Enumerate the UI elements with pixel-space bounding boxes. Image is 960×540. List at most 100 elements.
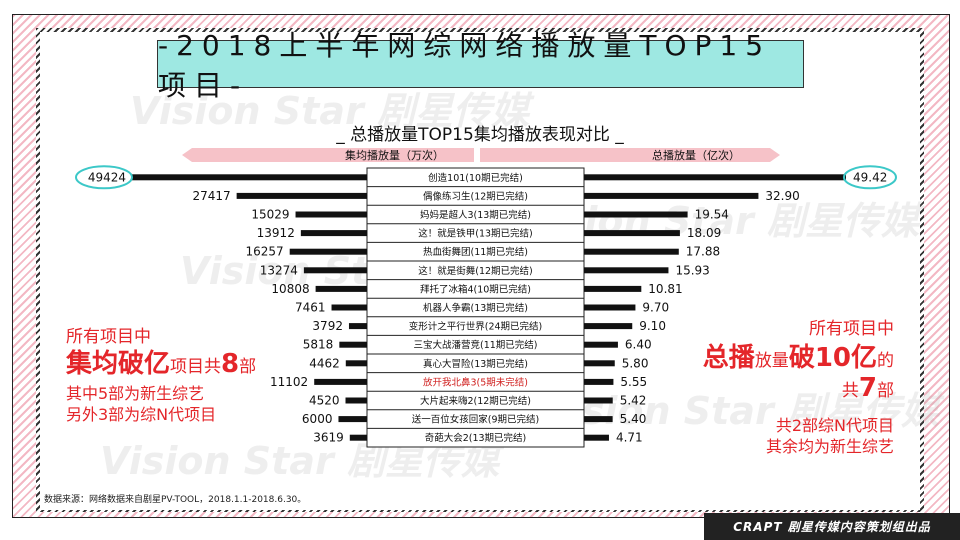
category-label: 偶像练习生(12期已完结) (423, 190, 528, 202)
bar-left (348, 323, 367, 330)
category-label: 放开我北鼻3(5期未完结) (423, 376, 528, 388)
bar-right-value-label: 10.81 (648, 282, 682, 296)
left-annotation-line1: 所有项目中 (66, 327, 151, 347)
category-label: 三宝大战潘营竞(11期已完结) (413, 339, 537, 351)
category-label: 真心大冒险(13期已完结) (423, 358, 528, 370)
category-label: 妈妈是超人3(13期已完结) (420, 209, 531, 221)
bar-left (289, 248, 367, 255)
bar-right-value-label: 18.09 (687, 226, 721, 240)
data-source-note: 数据来源：网络数据来自剧星PV-TOOL，2018.1.1-2018.6.30。 (44, 495, 307, 505)
category-label: 这！就是铁甲(13期已完结) (418, 228, 533, 240)
bar-right (584, 211, 688, 218)
left-annotation-line3: 其中5部为新生综艺 (66, 384, 205, 403)
bar-left-value-label: 5818 (303, 338, 334, 352)
bar-left-value-label: 15029 (251, 208, 289, 222)
bar-left (314, 378, 367, 385)
chart-title: _ 总播放量TOP15集均播放表现对比 _ (336, 125, 624, 145)
bar-left-value-label: 6000 (302, 412, 333, 426)
bar-right-value-label: 6.40 (625, 338, 652, 352)
right-annotation-tail3: 部 (877, 381, 894, 401)
bar-left (349, 434, 367, 441)
bar-right-value-label: 5.40 (620, 412, 647, 426)
bar-right (584, 230, 680, 237)
right-annotation-line3: 共7部 (842, 373, 894, 403)
bar-left (132, 174, 367, 181)
bar-left-value-label: 49424 (88, 170, 126, 184)
bar-left (345, 397, 367, 404)
left-annotation-big: 集均破亿 (66, 349, 171, 379)
bar-left (236, 192, 367, 199)
left-annotation-num: 8 (221, 349, 240, 379)
bar-right (584, 341, 618, 348)
bar-right (584, 323, 633, 330)
category-label: 拜托了冰箱4(10期已完结) (420, 283, 531, 295)
bar-left (345, 360, 367, 367)
bar-right (584, 360, 615, 367)
bar-right (584, 285, 642, 292)
bar-left (315, 285, 367, 292)
bar-right (584, 434, 609, 441)
bar-left-value-label: 11102 (270, 375, 308, 389)
right-annotation-pre: 共 (841, 381, 859, 401)
bar-right (584, 192, 759, 199)
bar-right-value-label: 9.70 (642, 301, 669, 315)
right-annotation-tail: 的 (877, 351, 894, 371)
bar-left (295, 211, 367, 218)
bar-left-value-label: 13274 (260, 263, 298, 277)
category-box (366, 167, 585, 448)
legend-left-series: 集均播放量（万次） (182, 148, 474, 162)
category-label: 机器人争霸(13期已完结) (423, 302, 528, 314)
bar-left-value-label: 10808 (271, 282, 309, 296)
category-label: 创造101(10期已完结) (428, 172, 523, 184)
bar-right-value-label: 17.88 (686, 245, 720, 259)
highlight-ellipse-right (843, 165, 897, 190)
right-annotation-big2: 破10亿 (788, 343, 877, 373)
right-annotation-line5: 其余均为新生综艺 (765, 437, 894, 456)
right-annotation-big1: 总播 (702, 343, 755, 373)
right-annotation-line2: 总播放量破10亿的 (703, 337, 894, 374)
bar-right-value-label: 5.42 (620, 394, 647, 408)
bar-right (584, 378, 614, 385)
bar-left (331, 304, 367, 311)
left-annotation-line4: 另外3部为综N代项目 (66, 405, 217, 424)
bar-left-value-label: 16257 (246, 245, 284, 259)
right-annotation-line1: 所有项目中 (809, 319, 894, 339)
bar-right (584, 267, 669, 274)
bar-right-value-label: 15.93 (675, 263, 709, 277)
bar-left-value-label: 27417 (192, 189, 230, 203)
bar-left (303, 267, 367, 274)
right-annotation-small: 放量 (754, 351, 789, 371)
page-title: -2018上半年网综网络播放量TOP15项目- (157, 29, 804, 102)
right-annotation-num: 7 (858, 373, 877, 403)
bar-right-value-label: 19.54 (695, 208, 729, 222)
legend-left-label: 集均播放量（万次） (345, 149, 444, 162)
bar-left-value-label: 4520 (309, 394, 340, 408)
brand-footer: CRAPT 剧星传媒内容策划组出品 (704, 513, 960, 540)
bar-left (339, 341, 367, 348)
bar-left-value-label: 13912 (257, 226, 295, 240)
right-annotation-line4: 共2部综N代项目 (775, 416, 894, 435)
bar-right (584, 174, 846, 181)
bar-right-value-label: 4.71 (616, 431, 643, 445)
bar-right (584, 397, 613, 404)
category-label: 送一百位女孩回家(9期已完结) (412, 414, 539, 426)
bar-right-value-label: 5.80 (622, 356, 649, 370)
bar-left-value-label: 3619 (313, 431, 344, 445)
bar-left (300, 230, 367, 237)
bar-right (584, 304, 636, 311)
category-label: 奇葩大会2(13期已完结) (425, 432, 527, 444)
bar-right-value-label: 32.90 (765, 189, 799, 203)
left-annotation-tail: 部 (239, 357, 257, 377)
bar-left-value-label: 7461 (295, 301, 326, 315)
left-annotation-small: 项目共 (170, 357, 222, 377)
bar-left-value-label: 3792 (312, 319, 343, 333)
bar-right (584, 248, 679, 255)
bar-right-value-label: 5.55 (620, 375, 647, 389)
category-label: 热血街舞团(11期已完结) (423, 246, 528, 258)
bar-left (338, 416, 367, 423)
bar-right-value-label: 49.42 (853, 170, 887, 184)
category-label: 变形计之平行世界(24期已完结) (409, 321, 543, 333)
category-label: 这！就是街舞(12期已完结) (418, 265, 533, 277)
bar-right-value-label: 9.10 (639, 319, 666, 333)
